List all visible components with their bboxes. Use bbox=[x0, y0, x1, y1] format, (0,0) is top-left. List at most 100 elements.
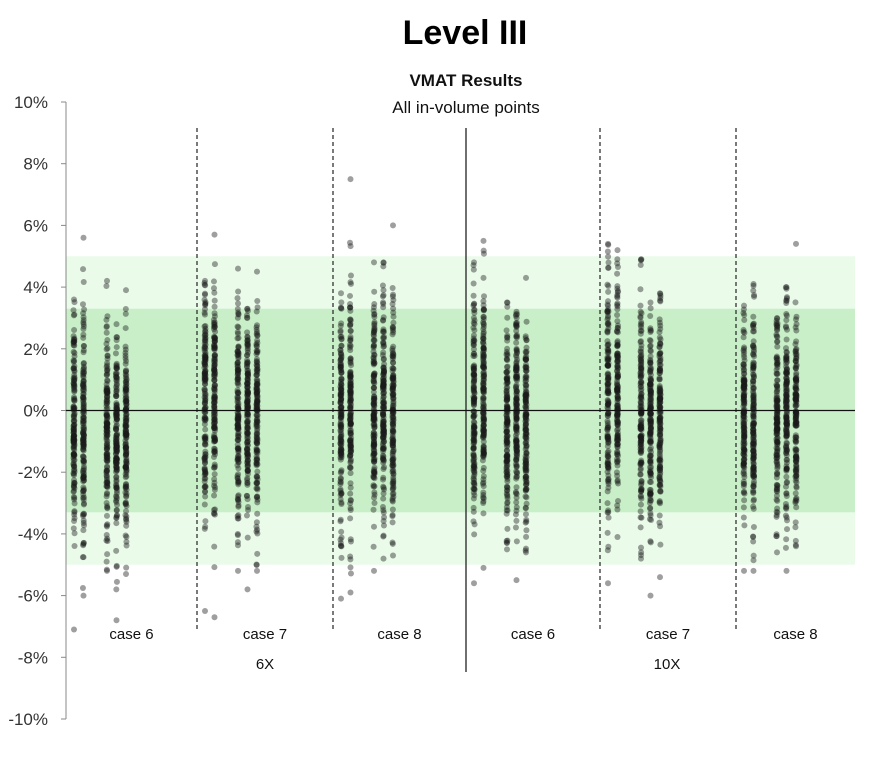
data-point bbox=[470, 444, 477, 451]
data-point bbox=[614, 300, 621, 307]
data-point bbox=[253, 448, 260, 455]
data-point bbox=[210, 464, 217, 471]
data-point bbox=[104, 440, 111, 447]
data-point bbox=[211, 343, 218, 350]
data-point bbox=[104, 393, 111, 400]
data-point bbox=[347, 301, 354, 308]
data-point bbox=[70, 417, 77, 424]
data-point bbox=[70, 348, 77, 355]
data-point bbox=[113, 454, 120, 461]
data-point bbox=[380, 429, 387, 436]
data-point bbox=[471, 321, 478, 328]
data-point bbox=[740, 392, 747, 399]
data-point bbox=[70, 437, 77, 444]
data-point bbox=[380, 304, 387, 311]
data-point bbox=[370, 354, 377, 361]
data-point bbox=[254, 447, 261, 454]
data-point bbox=[380, 356, 387, 363]
data-point bbox=[71, 443, 78, 450]
data-point bbox=[370, 372, 377, 379]
data-point bbox=[370, 395, 377, 402]
data-point bbox=[471, 384, 478, 391]
data-point bbox=[234, 359, 241, 366]
data-point bbox=[201, 370, 208, 377]
data-point bbox=[113, 444, 120, 451]
data-point bbox=[338, 499, 345, 506]
data-point bbox=[211, 447, 218, 454]
data-point bbox=[70, 336, 77, 343]
data-point bbox=[480, 430, 487, 437]
data-points bbox=[70, 176, 800, 633]
data-point bbox=[211, 446, 218, 453]
data-point bbox=[202, 404, 209, 411]
data-point bbox=[243, 427, 250, 434]
data-point bbox=[347, 384, 354, 391]
data-point bbox=[337, 491, 344, 498]
data-point bbox=[338, 389, 345, 396]
data-point bbox=[211, 396, 218, 403]
data-point bbox=[211, 313, 218, 320]
data-point bbox=[103, 436, 110, 443]
data-point bbox=[80, 424, 87, 431]
data-point bbox=[210, 323, 217, 330]
data-point bbox=[347, 436, 354, 443]
data-point bbox=[389, 495, 396, 502]
data-point bbox=[513, 417, 520, 424]
data-point bbox=[123, 518, 130, 525]
data-point bbox=[123, 451, 130, 458]
data-point bbox=[79, 554, 86, 561]
data-point bbox=[638, 514, 645, 521]
data-point bbox=[504, 334, 511, 341]
data-point bbox=[113, 455, 120, 462]
data-point bbox=[338, 381, 345, 388]
data-point bbox=[380, 390, 387, 397]
data-point bbox=[113, 404, 120, 411]
data-point bbox=[657, 488, 664, 495]
data-point bbox=[235, 381, 242, 388]
data-point bbox=[253, 348, 260, 355]
data-point bbox=[113, 374, 120, 381]
data-point bbox=[337, 435, 344, 442]
data-point bbox=[614, 382, 621, 389]
data-point bbox=[70, 433, 77, 440]
data-point bbox=[380, 334, 387, 341]
data-point bbox=[480, 492, 487, 499]
data-point bbox=[202, 331, 209, 338]
data-point bbox=[348, 448, 355, 455]
data-point bbox=[235, 311, 242, 318]
data-point bbox=[390, 398, 397, 405]
data-point bbox=[371, 415, 378, 422]
data-point bbox=[347, 370, 354, 377]
data-point bbox=[471, 371, 478, 378]
data-point bbox=[113, 490, 120, 497]
data-point bbox=[470, 432, 477, 439]
data-point bbox=[234, 416, 241, 423]
data-point bbox=[234, 456, 241, 463]
data-point bbox=[479, 386, 486, 393]
data-point bbox=[235, 445, 242, 452]
data-point bbox=[244, 370, 251, 377]
data-point bbox=[254, 423, 261, 430]
data-point bbox=[104, 378, 111, 385]
data-point bbox=[480, 434, 487, 441]
data-point bbox=[347, 327, 354, 334]
data-point bbox=[80, 390, 87, 397]
data-point bbox=[104, 367, 111, 374]
data-point bbox=[347, 413, 354, 420]
data-point bbox=[371, 409, 378, 416]
data-point bbox=[71, 363, 78, 370]
data-point bbox=[740, 328, 747, 335]
data-point bbox=[783, 380, 790, 387]
data-point bbox=[337, 516, 344, 523]
data-point bbox=[113, 446, 120, 453]
data-point bbox=[783, 357, 790, 364]
data-point bbox=[750, 444, 757, 451]
data-point bbox=[80, 415, 87, 422]
data-point bbox=[112, 497, 119, 504]
data-point bbox=[522, 547, 529, 554]
data-point bbox=[71, 466, 78, 473]
data-point bbox=[104, 425, 111, 432]
data-point bbox=[370, 429, 377, 436]
data-point bbox=[338, 386, 345, 393]
data-point bbox=[783, 391, 790, 398]
